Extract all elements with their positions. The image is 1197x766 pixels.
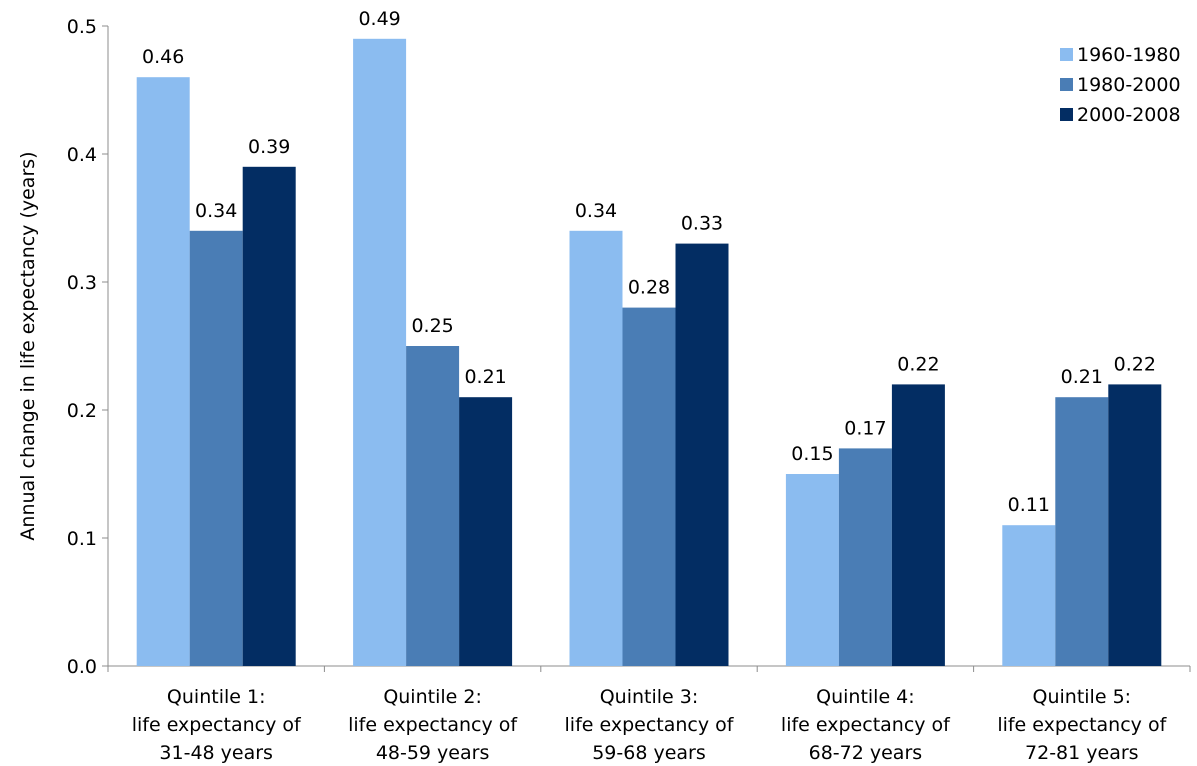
bar bbox=[1055, 397, 1109, 666]
legend-swatch bbox=[1060, 48, 1073, 61]
bar-value-label: 0.21 bbox=[464, 366, 506, 388]
bar bbox=[1108, 384, 1162, 666]
bar bbox=[622, 307, 676, 666]
bar bbox=[675, 243, 729, 666]
bars bbox=[136, 38, 1162, 667]
category-label: Quintile 5: bbox=[1033, 686, 1132, 708]
category-labels: Quintile 1: life expectancy of 31-48 years… bbox=[132, 686, 1168, 764]
bar bbox=[1002, 525, 1056, 666]
bar-value-label: 0.39 bbox=[248, 136, 290, 158]
category-label: 68-72 years bbox=[809, 742, 923, 764]
category-label: 48-59 years bbox=[376, 742, 490, 764]
bar-value-label: 0.28 bbox=[628, 277, 670, 299]
bar-value-label: 0.17 bbox=[844, 417, 886, 439]
bar bbox=[838, 448, 892, 666]
y-tick-label: 0.0 bbox=[67, 656, 97, 678]
category-label: Quintile 1: bbox=[167, 686, 266, 708]
legend-label: 2000-2008 bbox=[1077, 104, 1181, 126]
category-label: life expectancy of bbox=[348, 714, 518, 736]
bar bbox=[891, 384, 945, 666]
bar bbox=[353, 38, 407, 667]
bar-value-label: 0.34 bbox=[575, 200, 617, 222]
y-tick-label: 0.5 bbox=[67, 16, 97, 38]
bar-value-label: 0.15 bbox=[791, 443, 833, 465]
y-tick-label: 0.2 bbox=[67, 400, 97, 422]
y-tick-label: 0.1 bbox=[67, 528, 97, 550]
legend-swatch bbox=[1060, 108, 1073, 121]
category-label: Quintile 4: bbox=[816, 686, 915, 708]
bar bbox=[406, 346, 460, 666]
bar bbox=[569, 230, 623, 667]
bar-value-label: 0.22 bbox=[1114, 353, 1156, 375]
y-tick-label: 0.3 bbox=[67, 272, 97, 294]
bar-value-label: 0.46 bbox=[142, 46, 184, 68]
bar-value-label: 0.49 bbox=[358, 8, 400, 30]
bar-value-label: 0.22 bbox=[897, 353, 939, 375]
bar bbox=[189, 230, 243, 667]
data-labels: 0.46 0.34 0.39 0.49 0.25 0.21 0.34 0.28 0.33 0.15… bbox=[142, 8, 1156, 516]
category-label: Quintile 2: bbox=[383, 686, 482, 708]
bar bbox=[785, 474, 839, 666]
legend-label: 1980-2000 bbox=[1077, 74, 1181, 96]
category-label: life expectancy of bbox=[997, 714, 1167, 736]
bar bbox=[242, 166, 296, 667]
category-label: 59-68 years bbox=[592, 742, 706, 764]
bar-value-label: 0.25 bbox=[411, 315, 453, 337]
bar bbox=[459, 397, 513, 666]
bar-value-label: 0.11 bbox=[1008, 494, 1050, 516]
bar-value-label: 0.33 bbox=[681, 213, 723, 235]
legend-swatch bbox=[1060, 78, 1073, 91]
y-tick-label: 0.4 bbox=[67, 144, 97, 166]
category-label: 31-48 years bbox=[159, 742, 273, 764]
bar bbox=[136, 77, 190, 666]
category-label: life expectancy of bbox=[565, 714, 735, 736]
bar-value-label: 0.34 bbox=[195, 200, 237, 222]
legend-label: 1960-1980 bbox=[1077, 44, 1181, 66]
y-axis-title: Annual change in life expectancy (years) bbox=[17, 151, 39, 540]
category-label: life expectancy of bbox=[132, 714, 302, 736]
bar-value-label: 0.21 bbox=[1061, 366, 1103, 388]
legend: 1960-1980 1980-2000 2000-2008 bbox=[1060, 44, 1181, 126]
category-label: Quintile 3: bbox=[600, 686, 699, 708]
category-label: 72-81 years bbox=[1025, 742, 1139, 764]
category-label: life expectancy of bbox=[781, 714, 951, 736]
